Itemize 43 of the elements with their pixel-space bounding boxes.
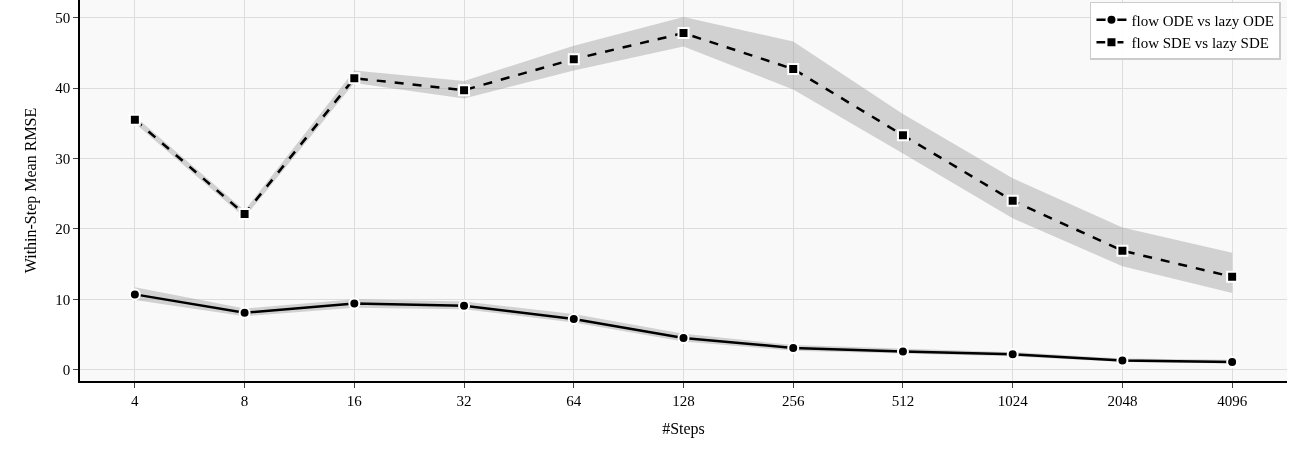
- legend-label: flow ODE vs lazy ODE: [1131, 12, 1274, 29]
- y-axis-title: Within-Step Mean RMSE: [21, 107, 40, 274]
- y-tick-label: 30: [55, 150, 71, 167]
- point: [238, 208, 251, 221]
- point: [458, 84, 471, 97]
- point: [1116, 354, 1129, 367]
- x-tick-label: 4096: [1217, 392, 1248, 409]
- point: [677, 332, 690, 345]
- point: [567, 313, 580, 326]
- point: [348, 72, 361, 85]
- point: [896, 345, 909, 358]
- point: [896, 129, 909, 142]
- point: [1116, 244, 1129, 257]
- y-tick-label: 50: [55, 9, 71, 26]
- point: [348, 297, 361, 310]
- point: [787, 341, 800, 354]
- x-tick-label: 512: [891, 392, 915, 409]
- x-tick-label: 64: [566, 392, 582, 409]
- point: [1226, 270, 1239, 283]
- point: [1006, 194, 1019, 207]
- y-tick-label: 10: [55, 291, 71, 308]
- point: [787, 63, 800, 76]
- point: [128, 113, 141, 126]
- y-tick-label: 20: [55, 221, 71, 238]
- x-tick-label: 8: [240, 392, 249, 409]
- x-tick-label: 256: [781, 392, 805, 409]
- point: [238, 306, 251, 319]
- x-tick-label: 4: [131, 392, 140, 409]
- point: [128, 288, 141, 301]
- y-tick-label: 40: [55, 80, 71, 97]
- x-tick-label: 128: [672, 392, 695, 409]
- point: [1006, 348, 1019, 361]
- y-tick-label: 0: [62, 361, 71, 378]
- legend-label: flow SDE vs lazy SDE: [1131, 35, 1269, 51]
- x-tick-label: 1024: [997, 392, 1029, 409]
- point: [677, 27, 690, 40]
- x-axis-title: #Steps: [662, 419, 705, 438]
- x-tick-label: 16: [346, 392, 363, 409]
- point: [1226, 355, 1239, 368]
- point: [567, 53, 580, 66]
- x-tick-label: 32: [456, 392, 472, 409]
- x-tick-label: 2048: [1107, 392, 1138, 409]
- point: [458, 299, 471, 312]
